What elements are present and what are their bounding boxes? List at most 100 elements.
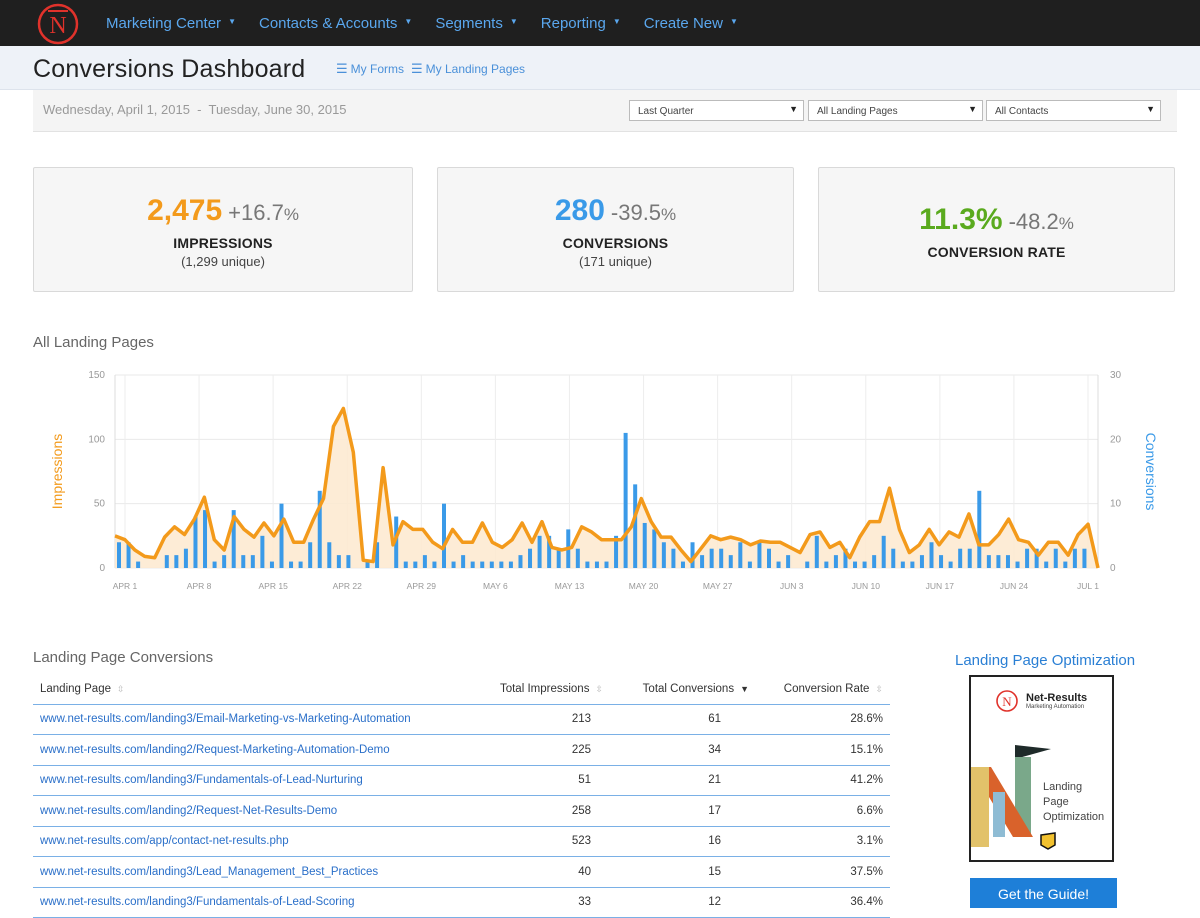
landing-page-link[interactable]: www.net-results.com/landing3/Lead_Manage… bbox=[40, 865, 379, 878]
table-row: www.net-results.com/landing3/Email-Marke… bbox=[33, 704, 890, 735]
landing-page-cell: www.net-results.com/landing2/Request-Net… bbox=[33, 795, 463, 827]
conversion-bar bbox=[948, 561, 953, 568]
conversion-bar bbox=[327, 542, 332, 568]
conversion-bar bbox=[680, 561, 685, 568]
nav-segments[interactable]: Segments ▼ bbox=[435, 14, 518, 32]
conversion-bar bbox=[174, 555, 179, 568]
guide-cover-image[interactable]: N Net-Results Marketing Automation Landi… bbox=[969, 675, 1114, 862]
conversion-bar bbox=[422, 555, 427, 568]
conversion-bar bbox=[556, 548, 561, 568]
conversion-bar bbox=[499, 561, 504, 568]
conversion-bar bbox=[413, 561, 418, 568]
landing-page-link[interactable]: www.net-results.com/landing2/Request-Net… bbox=[40, 804, 338, 817]
conversion-bar bbox=[719, 548, 724, 568]
landing-page-link[interactable]: www.net-results.com/landing3/Fundamental… bbox=[40, 896, 355, 909]
top-nav: N Marketing Center ▼ Contacts & Accounts ▼… bbox=[0, 0, 1200, 46]
conversion-bar bbox=[117, 542, 121, 568]
conversion-bar bbox=[585, 561, 590, 568]
conversion-bar bbox=[241, 555, 246, 568]
filter-bar: Wednesday, April 1, 2015 - Tuesday, June… bbox=[33, 90, 1177, 132]
conversion-bar bbox=[1015, 561, 1020, 568]
conversion-bar bbox=[394, 516, 399, 568]
conversion-bar bbox=[260, 535, 265, 568]
rate-value: 11.3% bbox=[919, 203, 1003, 236]
conversion-bar bbox=[996, 555, 1001, 568]
contacts-select[interactable]: All Contacts ▼ bbox=[986, 100, 1161, 121]
rate-cell: 28.6% bbox=[753, 704, 890, 735]
page-title: Conversions Dashboard bbox=[33, 55, 306, 83]
conversion-bar bbox=[518, 555, 523, 568]
conversion-bar bbox=[690, 542, 695, 568]
conversion-bar bbox=[289, 561, 294, 568]
conversions-cell: 17 bbox=[613, 795, 753, 827]
conversion-bar bbox=[939, 555, 944, 568]
landing-page-cell: www.net-results.com/landing2/Request-Mar… bbox=[33, 734, 463, 766]
x-tick-label: APR 22 bbox=[333, 581, 363, 591]
conversion-bar bbox=[767, 548, 771, 568]
impressions-cell: 523 bbox=[463, 826, 613, 857]
col-landing-page[interactable]: Landing Page ⇳ bbox=[33, 675, 463, 705]
net-results-logo-icon[interactable]: N bbox=[36, 2, 80, 46]
conversion-bar bbox=[671, 548, 676, 568]
conversion-bar bbox=[986, 555, 991, 568]
caret-down-icon: ▼ bbox=[404, 16, 413, 26]
conversion-bar bbox=[317, 490, 322, 568]
caret-down-icon: ▼ bbox=[729, 16, 738, 26]
impressions-change: +16.7% bbox=[228, 200, 299, 225]
conversion-bar bbox=[193, 516, 198, 568]
conversion-bar bbox=[346, 555, 351, 568]
conversion-bar bbox=[1025, 548, 1030, 568]
conversion-bar bbox=[1053, 548, 1058, 568]
conversion-bar bbox=[872, 555, 877, 568]
conversion-bar bbox=[967, 548, 972, 568]
x-tick-label: APR 15 bbox=[259, 581, 289, 591]
my-landing-pages-link[interactable]: ☰ My Landing Pages bbox=[411, 61, 526, 76]
get-the-guide-button[interactable]: Get the Guide! bbox=[970, 878, 1117, 908]
my-forms-link[interactable]: ☰ My Forms bbox=[336, 61, 404, 76]
landing-page-link[interactable]: www.net-results.com/landing3/Email-Marke… bbox=[40, 713, 411, 726]
x-tick-label: APR 8 bbox=[187, 581, 212, 591]
conversion-bar bbox=[480, 561, 485, 568]
conversions-unique: (171 unique) bbox=[579, 254, 652, 269]
landing-page-link[interactable]: www.net-results.com/landing3/Fundamental… bbox=[40, 774, 363, 787]
impressions-stat: 2,475 +16.7% bbox=[34, 194, 412, 228]
x-tick-label: APR 29 bbox=[407, 581, 437, 591]
chart-title: All Landing Pages bbox=[33, 334, 154, 351]
sort-icon: ⇳ bbox=[116, 684, 125, 695]
sort-icon: ⇳ bbox=[595, 684, 603, 695]
conversion-bar bbox=[642, 522, 647, 568]
x-tick-label: MAY 13 bbox=[555, 581, 585, 591]
conversion-bar bbox=[451, 561, 456, 568]
period-select[interactable]: Last Quarter ▼ bbox=[629, 100, 804, 121]
landing-page-link[interactable]: www.net-results.com/landing2/Request-Mar… bbox=[40, 743, 390, 756]
conversion-bar bbox=[136, 561, 141, 568]
date-range: Wednesday, April 1, 2015 - Tuesday, June… bbox=[43, 102, 347, 117]
nav-reporting[interactable]: Reporting ▼ bbox=[540, 14, 621, 32]
col-conversion-rate[interactable]: Conversion Rate ⇳ bbox=[753, 675, 890, 705]
col-total-impressions[interactable]: Total Impressions ⇳ bbox=[463, 675, 613, 705]
nav-marketing-center[interactable]: Marketing Center ▼ bbox=[106, 14, 236, 32]
list-icon: ☰ bbox=[411, 61, 423, 76]
col-total-conversions[interactable]: Total Conversions ▼ bbox=[613, 675, 753, 705]
landing-page-cell: www.net-results.com/landing3/Email-Marke… bbox=[33, 704, 463, 735]
nav-contacts-accounts[interactable]: Contacts & Accounts ▼ bbox=[258, 14, 413, 32]
rate-cell: 36.4% bbox=[753, 887, 890, 918]
conversion-bar bbox=[222, 555, 227, 568]
table-row: www.net-results.com/landing2/Request-Net… bbox=[33, 795, 890, 827]
landing-pages-select[interactable]: All Landing Pages ▼ bbox=[808, 100, 983, 121]
sort-icon: ⇳ bbox=[875, 684, 883, 695]
conversion-bar bbox=[1063, 561, 1068, 568]
x-tick-label: MAY 20 bbox=[629, 581, 659, 591]
conversion-bar bbox=[843, 548, 848, 568]
book-brand: Net-Results bbox=[1026, 692, 1088, 704]
conversion-bar bbox=[805, 561, 810, 568]
x-tick-label: JUN 17 bbox=[926, 581, 955, 591]
rate-stat: 11.3% -48.2% bbox=[819, 203, 1174, 237]
y2-tick-label: 10 bbox=[1110, 499, 1122, 510]
table-row: www.net-results.com/app/contact-net-resu… bbox=[33, 826, 890, 857]
nav-create-new[interactable]: Create New ▼ bbox=[643, 14, 738, 32]
conversion-bar bbox=[977, 490, 982, 568]
landing-page-link[interactable]: www.net-results.com/app/contact-net-resu… bbox=[40, 835, 289, 848]
y2-axis-title: Conversions bbox=[1143, 433, 1159, 511]
conversion-bar bbox=[862, 561, 867, 568]
